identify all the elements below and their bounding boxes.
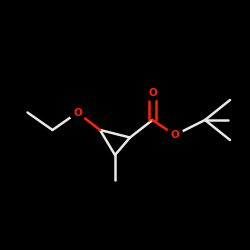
Circle shape [70,104,86,120]
Text: O: O [73,108,82,118]
Text: O: O [148,88,157,98]
Text: O: O [170,130,179,140]
Circle shape [144,84,160,100]
Circle shape [167,127,183,143]
